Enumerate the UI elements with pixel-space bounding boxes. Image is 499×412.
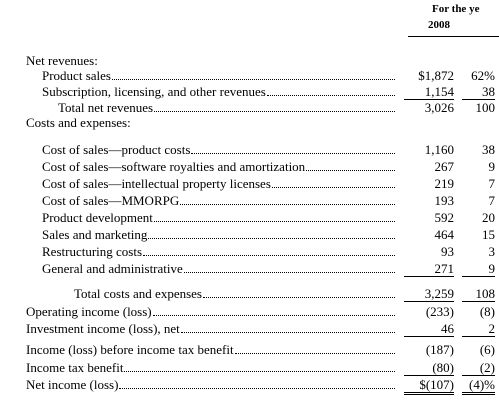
amount: 46 [404, 321, 454, 337]
dot-leader [148, 238, 395, 239]
dot-leader [154, 111, 395, 112]
amount: 219 [434, 176, 455, 191]
dot-leader [180, 332, 395, 333]
dot-leader [111, 79, 395, 80]
label-text: Costs and expenses: [26, 115, 131, 130]
label-text: Product development [42, 210, 153, 225]
amount: 267 [434, 159, 455, 174]
label-text: Operating income (loss) [26, 304, 152, 319]
row-label: Restructuring costs [42, 244, 397, 260]
label-text: Income (loss) before income tax benefit [26, 342, 234, 357]
amount: $1,872 [418, 68, 454, 83]
row-label: Income tax benefit [26, 360, 397, 376]
label-text: Cost of sales—product costs [42, 142, 191, 157]
row-label: Income (loss) before income tax benefit [26, 342, 397, 358]
label-text: Net income (loss) [26, 377, 119, 392]
label-text: General and administrative [42, 261, 183, 276]
header-year: 2008 [428, 19, 450, 31]
percent: 9 [488, 159, 496, 174]
row-label: Cost of sales—product costs [42, 142, 397, 158]
dot-leader [143, 255, 395, 256]
amount: $(107) [404, 377, 454, 395]
row-label: Net income (loss) [26, 377, 397, 393]
row-label: Product sales [42, 68, 397, 84]
percent: (2) [462, 360, 495, 376]
label-text: Total costs and expenses [74, 286, 202, 301]
row-label: Cost of sales—software royalties and amo… [42, 159, 397, 175]
row-label: General and administrative [42, 261, 397, 277]
percent: 38 [482, 142, 495, 157]
percent: (4)% [462, 377, 495, 395]
label-text: Product sales [42, 68, 111, 83]
label-text: Sales and marketing [42, 227, 148, 242]
label-text: Subscription, licensing, and other reven… [42, 84, 266, 99]
row-label: Operating income (loss) [26, 304, 397, 320]
dot-leader [180, 204, 395, 205]
dot-leader [119, 388, 395, 389]
dot-leader [271, 187, 395, 188]
amount: 3,026 [424, 100, 454, 115]
amount: (187) [425, 342, 454, 357]
row-label: Costs and expenses: [26, 115, 131, 131]
amount: (80) [404, 360, 454, 376]
amount: 1,160 [424, 142, 454, 157]
percent: (6) [479, 342, 495, 357]
percent: 3 [488, 244, 496, 259]
amount: 1,154 [404, 84, 454, 100]
amount: 93 [441, 244, 454, 259]
percent: 38 [462, 84, 495, 100]
dot-leader [306, 170, 395, 171]
dot-leader [152, 315, 395, 316]
row-label: Net revenues: [26, 53, 98, 69]
label-text: Restructuring costs [42, 244, 143, 259]
row-label: Cost of sales—MMORPG [42, 193, 397, 209]
percent: 62% [471, 68, 495, 83]
row-label: Investment income (loss), net [26, 321, 397, 337]
label-text: Investment income (loss), net [26, 321, 180, 336]
amount: (233) [425, 304, 454, 319]
row-label: Total net revenues [58, 100, 397, 116]
dot-leader [266, 95, 395, 96]
amount: 3,259 [404, 286, 454, 302]
percent: 20 [482, 210, 495, 225]
dot-leader [202, 297, 395, 298]
row-label: Product development [42, 210, 397, 226]
row-label: Cost of sales—intellectual property lice… [42, 176, 397, 192]
label-text: Total net revenues [58, 100, 154, 115]
dot-leader [191, 153, 395, 154]
label-text: Cost of sales—intellectual property lice… [42, 176, 271, 191]
label-text: Cost of sales—MMORPG [42, 193, 180, 208]
header-rule [408, 36, 499, 37]
amount: 271 [404, 261, 454, 277]
row-label: Sales and marketing [42, 227, 397, 243]
percent: 9 [462, 261, 495, 277]
percent: 108 [462, 286, 495, 302]
dot-leader [153, 221, 395, 222]
dot-leader [183, 272, 395, 273]
row-label: Total costs and expenses [74, 286, 397, 302]
dot-leader [234, 353, 395, 354]
percent: 2 [462, 321, 495, 337]
label-text: Net revenues: [26, 53, 98, 68]
label-text: Cost of sales—software royalties and amo… [42, 159, 306, 174]
percent: 100 [475, 100, 496, 115]
percent: 15 [482, 227, 495, 242]
percent: (8) [479, 304, 495, 319]
amount: 592 [434, 210, 455, 225]
amount: 464 [434, 227, 455, 242]
label-text: Income tax benefit [26, 360, 124, 375]
header-title: For the ye [432, 3, 480, 15]
row-label: Subscription, licensing, and other reven… [42, 84, 397, 100]
dot-leader [124, 371, 395, 372]
amount: 193 [434, 193, 455, 208]
percent: 7 [488, 193, 496, 208]
percent: 7 [488, 176, 496, 191]
